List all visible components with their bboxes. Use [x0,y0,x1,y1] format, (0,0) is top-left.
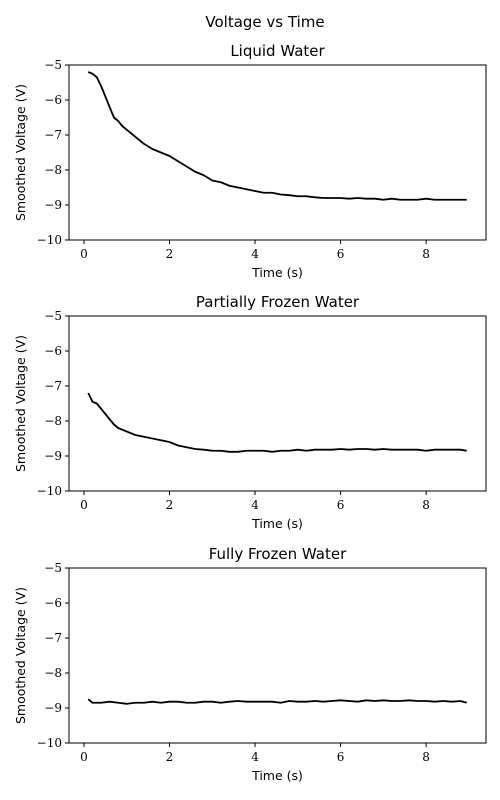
y-tick-label: −5 [44,309,62,323]
x-tick-label: 0 [80,498,88,512]
x-tick-label: 4 [251,247,259,261]
plot-area-frame [68,64,487,241]
x-tick-label: 8 [422,247,430,261]
x-tick-label: 4 [251,498,259,512]
y-tick-label: −10 [37,233,62,247]
y-tick-label: −8 [44,666,62,680]
x-tick-label: 6 [337,247,345,261]
x-axis-label: Time (s) [251,516,303,531]
x-tick-label: 0 [80,750,88,764]
y-tick-label: −7 [44,379,62,393]
y-tick-label: −6 [44,344,62,358]
x-tick-label: 8 [422,750,430,764]
figure-title: Voltage vs Time [205,13,324,31]
y-axis-label: Smoothed Voltage (V) [13,84,28,221]
y-tick-label: −5 [44,58,62,72]
x-tick-label: 6 [337,750,345,764]
y-tick-label: −10 [37,736,62,750]
chart-panel-3: Fully Frozen Water 0 2 4 6 8 −10 −9 −8 −7 −6 −5 Time… [13,545,487,783]
y-tick-label: −9 [44,701,62,715]
y-tick-label: −9 [44,449,62,463]
y-tick-label: −7 [44,631,62,645]
y-tick-label: −6 [44,93,62,107]
voltage-series-line [87,71,467,201]
panel-title: Fully Frozen Water [209,545,347,563]
plot-area-frame [68,567,487,744]
x-tick-label: 2 [166,498,174,512]
y-tick-label: −7 [44,128,62,142]
y-tick-label: −9 [44,198,62,212]
x-axis-label: Time (s) [251,265,303,280]
y-tick-label: −10 [37,484,62,498]
x-tick-label: 4 [251,750,259,764]
y-tick-label: −8 [44,163,62,177]
voltage-series-line [87,392,467,453]
y-tick-label: −6 [44,596,62,610]
y-tick-label: −5 [44,561,62,575]
plot-area-frame [68,315,487,492]
chart-panel-2: Partially Frozen Water 0 2 4 6 8 −10 −9 −8 −7 −6 −5… [13,293,487,531]
panel-title: Partially Frozen Water [196,293,360,311]
x-tick-label: 2 [166,247,174,261]
y-axis-label: Smoothed Voltage (V) [13,587,28,724]
x-tick-label: 6 [337,498,345,512]
voltage-series-line [87,698,467,705]
panel-title: Liquid Water [230,42,325,60]
x-tick-label: 0 [80,247,88,261]
y-axis-label: Smoothed Voltage (V) [13,335,28,472]
x-tick-label: 2 [166,750,174,764]
y-tick-label: −8 [44,414,62,428]
x-tick-label: 8 [422,498,430,512]
x-axis-label: Time (s) [251,768,303,783]
chart-panel-1: Liquid Water 0 2 4 6 8 −10 −9 −8 −7 −6 −5 Time (s) Sm… [13,42,487,280]
